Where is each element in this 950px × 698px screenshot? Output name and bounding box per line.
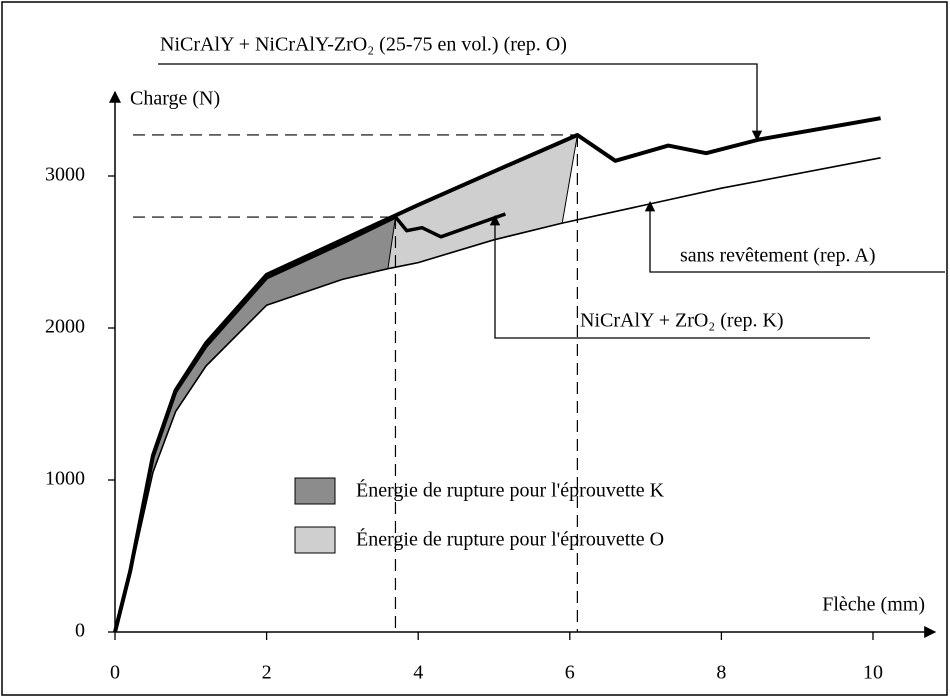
series-label: NiCrAlY + NiCrAlY-ZrO₂ (25-75 en vol.) (…	[160, 34, 567, 56]
x-axis-label: Flèche (mm)	[822, 594, 925, 616]
x-tick-label: 0	[110, 662, 120, 684]
y-tick-label: 1000	[45, 468, 85, 490]
x-tick-label: 8	[716, 662, 726, 684]
series-label: NiCrAlY + ZrO₂ (rep. K)	[580, 310, 784, 332]
y-tick-label: 0	[75, 620, 85, 642]
legend-swatch	[294, 477, 336, 505]
leader-line	[644, 200, 945, 273]
leader-line	[489, 214, 870, 339]
x-tick-label: 6	[565, 662, 575, 684]
legend-swatch	[294, 526, 336, 554]
leader-line	[158, 63, 763, 142]
x-tick-label: 10	[863, 662, 883, 684]
plot	[113, 116, 881, 633]
areas	[114, 134, 579, 633]
y-axis-label: Charge (N)	[130, 88, 220, 110]
series-label: sans revêtement (rep. A)	[680, 245, 875, 267]
y-tick-label: 2000	[45, 316, 85, 338]
x-tick-label: 2	[262, 662, 272, 684]
x-tick-label: 4	[413, 662, 423, 684]
legend: Énergie de rupture pour l'éprouvette K Én…	[294, 477, 665, 554]
y-tick-label: 3000	[45, 164, 85, 186]
series-line	[114, 157, 881, 633]
legend-label: Énergie de rupture pour l'éprouvette K	[356, 479, 665, 502]
energy-area	[114, 216, 397, 633]
legend-label: Énergie de rupture pour l'éprouvette O	[356, 528, 664, 551]
series-line	[113, 116, 881, 633]
